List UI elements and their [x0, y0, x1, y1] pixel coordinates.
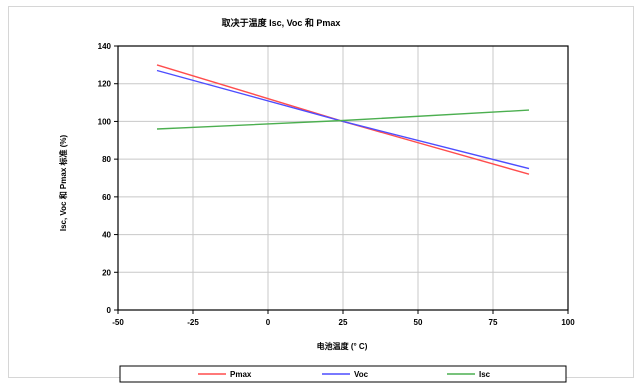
axis-ticks: 0 20 40 60 80 100 120 140 -50 -25 0 25 50 75 100: [98, 42, 576, 327]
y-axis-label: Isc, Voc 和 Pmax 标准 (%): [58, 135, 68, 232]
series-line-isc: [156, 109, 530, 130]
y-tick-label: 100: [98, 117, 112, 126]
chart-title: 取决于温度 Isc, Voc 和 Pmax: [222, 17, 341, 28]
x-tick-label: 0: [266, 318, 271, 327]
x-tick-label: 75: [489, 318, 498, 327]
grid: [118, 46, 568, 310]
y-tick-label: 0: [107, 306, 112, 315]
x-tick-label: 25: [339, 318, 348, 327]
legend: Pmax Voc Isc: [119, 365, 567, 383]
x-tick-label: -25: [187, 318, 199, 327]
legend-label-isc: Isc: [479, 370, 491, 379]
x-tick-label: 50: [414, 318, 423, 327]
y-tick-label: 40: [102, 231, 111, 240]
y-tick-label: 60: [102, 193, 111, 202]
y-tick-label: 140: [98, 42, 112, 51]
legend-label-voc: Voc: [354, 370, 369, 379]
x-axis-label: 电池温度 (° C): [317, 341, 368, 351]
x-tick-label: 100: [561, 318, 575, 327]
legend-label-pmax: Pmax: [230, 370, 252, 379]
x-tick-label: -50: [112, 318, 124, 327]
series-lines: [156, 64, 530, 175]
chart-frame: [8, 6, 634, 378]
series-line-voc: [156, 69, 530, 170]
y-tick-label: 120: [98, 80, 112, 89]
y-tick-label: 80: [102, 155, 111, 164]
y-tick-label: 20: [102, 268, 111, 277]
